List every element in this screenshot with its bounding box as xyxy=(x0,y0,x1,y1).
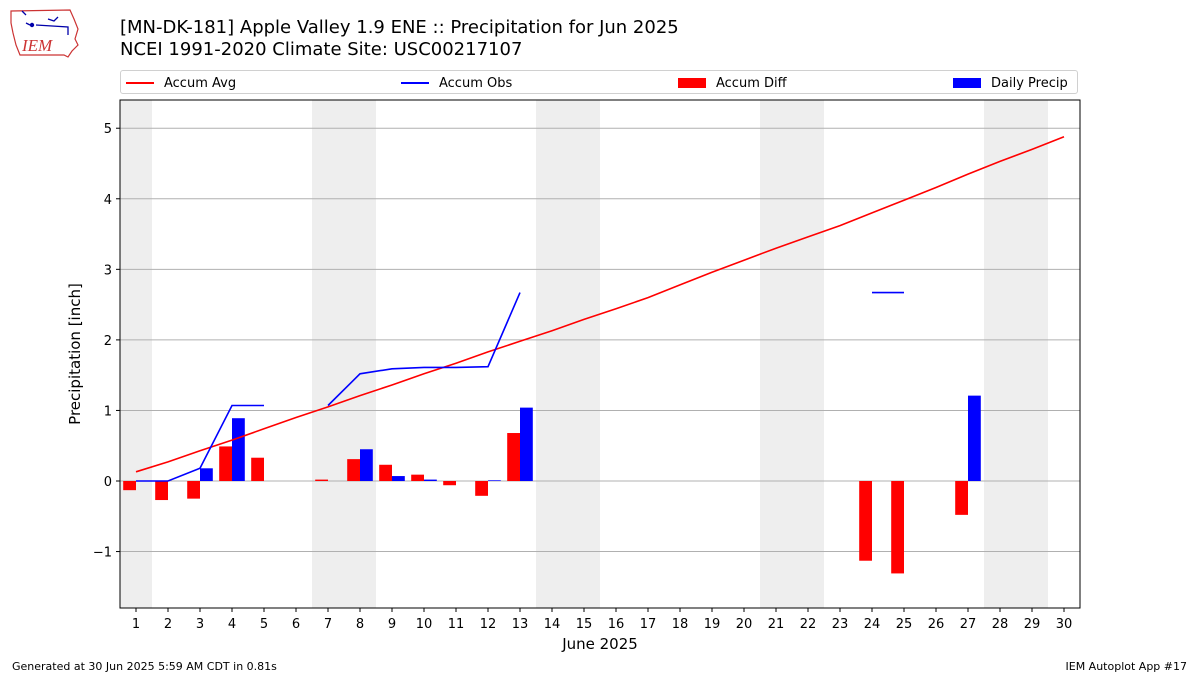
weekend-band-day-14 xyxy=(536,100,568,608)
x-tick-label-1: 1 xyxy=(132,617,140,632)
legend-swatch-daily-precip xyxy=(953,78,981,88)
accum-diff-bar-day-1 xyxy=(123,481,136,491)
daily-precip-bar-day-27 xyxy=(968,395,981,481)
x-tick-label-21: 21 xyxy=(768,617,785,632)
accum-diff-bar-day-10 xyxy=(411,474,424,481)
y-tick-label--1: −1 xyxy=(93,546,112,561)
legend-label-daily-precip: Daily Precip xyxy=(991,75,1068,91)
weekend-band-day-21 xyxy=(760,100,792,608)
weather-station-drawing xyxy=(21,10,69,35)
legend-swatch-accum-obs xyxy=(401,82,429,84)
x-tick-label-29: 29 xyxy=(1024,617,1041,632)
daily-precip-bar-day-3 xyxy=(200,468,213,481)
accum-diff-bar-day-12 xyxy=(475,481,488,496)
x-tick-label-9: 9 xyxy=(388,617,396,632)
station-dot xyxy=(29,22,35,28)
accum-diff-bar-day-25 xyxy=(891,481,904,574)
x-tick-label-15: 15 xyxy=(576,617,593,632)
accum-diff-bar-day-2 xyxy=(155,481,168,501)
x-tick-label-19: 19 xyxy=(704,617,721,632)
y-axis-label: Precipitation [inch] xyxy=(66,283,84,425)
accum-diff-bar-day-5 xyxy=(251,457,264,481)
accum-diff-bar-day-3 xyxy=(187,481,200,499)
weekend-band-day-8 xyxy=(344,100,376,608)
x-tick-label-27: 27 xyxy=(960,617,977,632)
legend-item-accum-diff: Accum Diff xyxy=(678,74,787,92)
x-tick-label-23: 23 xyxy=(832,617,849,632)
title-line-1: [MN-DK-181] Apple Valley 1.9 ENE :: Prec… xyxy=(120,17,679,38)
legend-item-accum-avg: Accum Avg xyxy=(126,74,236,92)
x-tick-label-28: 28 xyxy=(992,617,1009,632)
accum-diff-bar-day-13 xyxy=(507,433,520,481)
iowa-state-outline xyxy=(10,9,79,58)
legend-label-accum-diff: Accum Diff xyxy=(716,75,787,91)
legend-swatch-accum-diff xyxy=(678,78,706,88)
accum-diff-bar-day-27 xyxy=(955,481,968,515)
legend: Accum Avg Accum Obs Accum Diff Daily Pre… xyxy=(120,70,1078,94)
legend-item-daily-precip: Daily Precip xyxy=(953,74,1068,92)
y-tick-label-1: 1 xyxy=(104,404,112,419)
x-tick-label-20: 20 xyxy=(736,617,753,632)
x-tick-label-18: 18 xyxy=(672,617,689,632)
legend-item-accum-obs: Accum Obs xyxy=(401,74,512,92)
daily-precip-bar-day-8 xyxy=(360,449,373,481)
accum-obs-line-segment-2 xyxy=(327,292,521,407)
x-tick-label-3: 3 xyxy=(196,617,204,632)
x-tick-label-13: 13 xyxy=(512,617,529,632)
weekend-band-day-28 xyxy=(984,100,1016,608)
footer-generated: Generated at 30 Jun 2025 5:59 AM CDT in … xyxy=(12,660,277,673)
x-tick-label-6: 6 xyxy=(292,617,300,632)
accum-obs-line-segment-1 xyxy=(136,404,264,482)
y-tick-label-0: 0 xyxy=(104,475,112,490)
x-tick-label-11: 11 xyxy=(448,617,465,632)
x-tick-label-4: 4 xyxy=(228,617,236,632)
x-tick-label-16: 16 xyxy=(608,617,625,632)
x-tick-label-8: 8 xyxy=(356,617,364,632)
daily-precip-bar-day-12 xyxy=(488,480,501,481)
iem-logo: IEM xyxy=(10,9,79,58)
accum-avg-line-segment-1 xyxy=(135,135,1065,473)
weekend-band-day-15 xyxy=(568,100,600,608)
accum-diff-bar-day-8 xyxy=(347,459,360,481)
y-tick-label-4: 4 xyxy=(104,193,112,208)
x-axis-label: June 2025 xyxy=(561,635,638,653)
x-tick-label-24: 24 xyxy=(864,617,881,632)
accum-diff-bar-day-24 xyxy=(859,481,872,561)
accum-diff-bar-day-7 xyxy=(315,479,328,481)
logo-text: IEM xyxy=(21,36,53,55)
daily-precip-bar-day-13 xyxy=(520,407,533,481)
y-tick-label-3: 3 xyxy=(104,263,112,278)
x-tick-label-2: 2 xyxy=(164,617,172,632)
footer-app: IEM Autoplot App #17 xyxy=(1065,660,1188,673)
daily-precip-bar-day-4 xyxy=(232,418,245,481)
x-tick-label-7: 7 xyxy=(324,617,332,632)
x-tick-label-5: 5 xyxy=(260,617,268,632)
accum-diff-bar-day-4 xyxy=(219,446,232,481)
weekend-band-day-1 xyxy=(120,100,152,608)
x-tick-label-10: 10 xyxy=(416,617,433,632)
legend-label-accum-avg: Accum Avg xyxy=(164,75,237,91)
daily-precip-bar-day-10 xyxy=(424,479,437,481)
x-tick-label-26: 26 xyxy=(928,617,945,632)
legend-swatch-accum-avg xyxy=(126,82,154,84)
chart-title: [MN-DK-181] Apple Valley 1.9 ENE :: Prec… xyxy=(120,17,679,61)
title-line-2: NCEI 1991-2020 Climate Site: USC00217107 xyxy=(120,39,523,60)
accum-diff-bar-day-9 xyxy=(379,464,392,481)
plot-frame xyxy=(119,99,1081,609)
weekend-band-day-29 xyxy=(1016,100,1048,608)
weekend-band-day-7 xyxy=(312,100,344,608)
x-tick-label-30: 30 xyxy=(1056,617,1073,632)
x-tick-label-22: 22 xyxy=(800,617,817,632)
daily-precip-bar-day-9 xyxy=(392,476,405,481)
y-tick-label-2: 2 xyxy=(104,334,112,349)
y-tick-label-5: 5 xyxy=(104,122,112,137)
x-tick-label-14: 14 xyxy=(544,617,561,632)
accum-diff-bar-day-11 xyxy=(443,481,456,486)
weekend-band-day-22 xyxy=(792,100,824,608)
x-tick-label-25: 25 xyxy=(896,617,913,632)
legend-label-accum-obs: Accum Obs xyxy=(439,75,513,91)
x-tick-label-12: 12 xyxy=(480,617,497,632)
x-tick-label-17: 17 xyxy=(640,617,657,632)
